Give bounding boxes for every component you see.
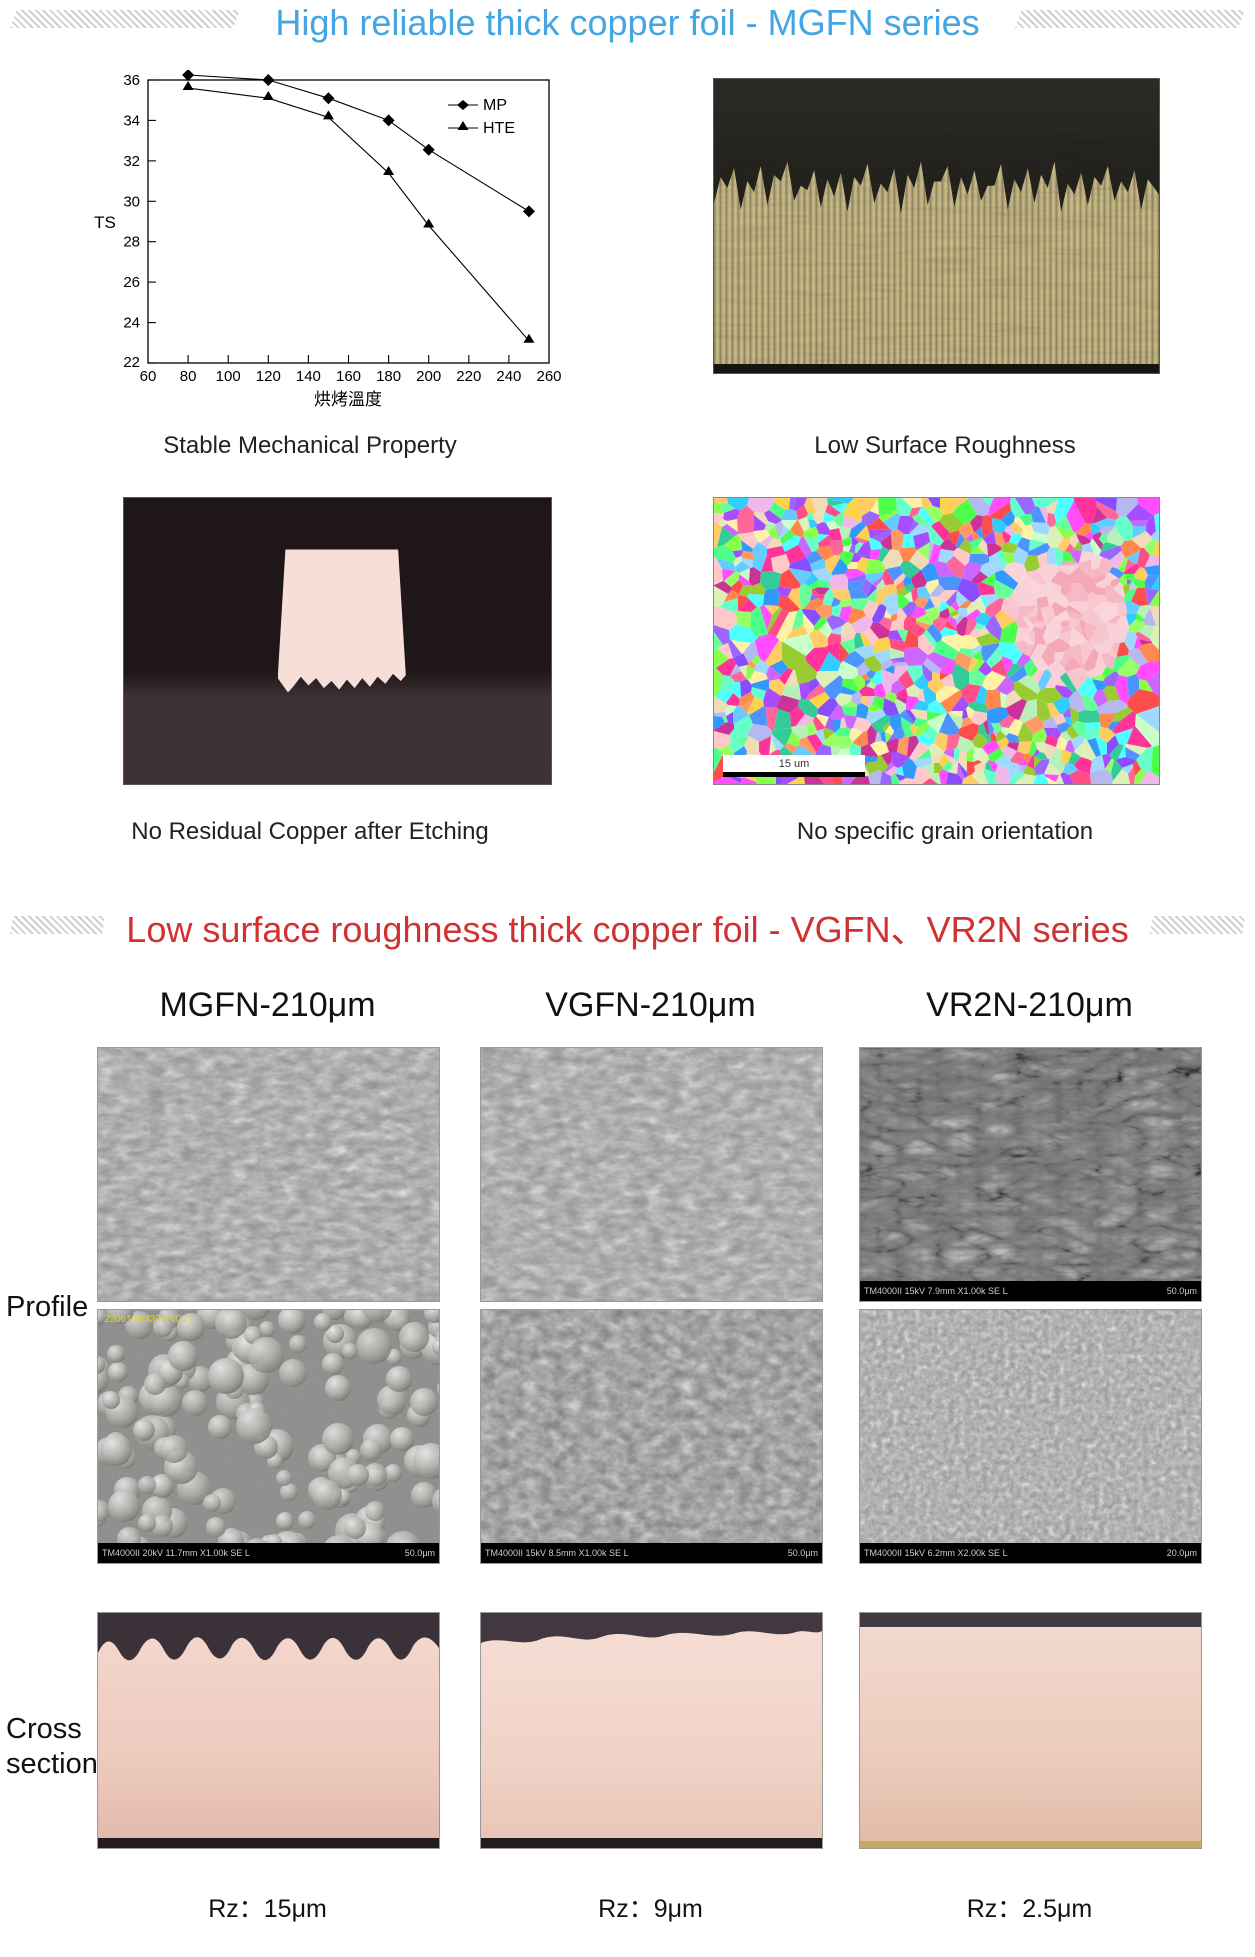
svg-text:24: 24 [123, 315, 140, 332]
svg-text:HTE: HTE [483, 120, 515, 137]
svg-text:220: 220 [456, 368, 481, 385]
svg-text:烘烤溫度: 烘烤溫度 [314, 390, 382, 409]
svg-text:30: 30 [123, 193, 140, 210]
svg-text:32: 32 [123, 153, 140, 170]
svg-text:34: 34 [123, 112, 140, 129]
svg-text:60: 60 [140, 368, 157, 385]
svg-text:MP: MP [483, 97, 507, 114]
svg-text:28: 28 [123, 234, 140, 251]
svg-text:26: 26 [123, 274, 140, 291]
svg-text:15 um: 15 um [779, 758, 810, 770]
svg-text:80: 80 [180, 368, 197, 385]
svg-text:36: 36 [123, 72, 140, 89]
svg-text:180: 180 [376, 368, 401, 385]
svg-text:160: 160 [336, 368, 361, 385]
svg-text:140: 140 [296, 368, 321, 385]
svg-text:260: 260 [536, 368, 561, 385]
svg-text:100: 100 [216, 368, 241, 385]
svg-text:200: 200 [416, 368, 441, 385]
svg-text:TS: TS [94, 213, 116, 232]
svg-text:22: 22 [123, 354, 140, 371]
svg-text:120: 120 [256, 368, 281, 385]
svg-text:240: 240 [496, 368, 521, 385]
